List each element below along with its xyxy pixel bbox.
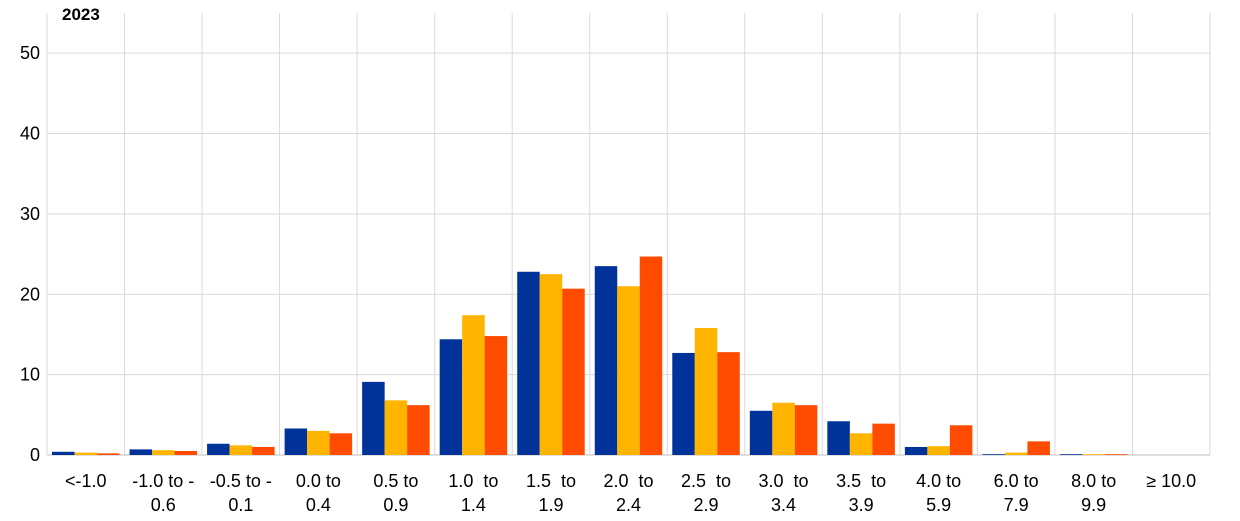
bar-s2-c1	[174, 450, 198, 455]
bar-s2-c10	[872, 423, 895, 455]
bar-s1-c13	[1082, 454, 1105, 455]
y-tick-label-5: 50	[20, 43, 40, 63]
bar-s2-c4	[407, 405, 430, 455]
bar-s0-c2	[207, 443, 230, 455]
bar-s2-c13	[1104, 454, 1128, 455]
bar-s1-c11	[927, 446, 950, 455]
x-axis-ticks: <-1.0 -1.0 to -0.6 -0.5 to -0.1 0.0 to 0.4 0.…	[65, 471, 1196, 515]
x-tick-label-12: 6.0 to 7.9	[994, 471, 1039, 515]
x-tick-label-11: 4.0 to 5.9	[916, 471, 961, 515]
bar-s1-c12	[1004, 452, 1028, 455]
bar-s1-c3	[307, 430, 330, 455]
x-tick-label-3: 0.0 to 0.4	[296, 471, 341, 515]
x-tick-label-6: 1.5 to 1.9	[526, 471, 576, 515]
bar-s2-c11	[949, 425, 973, 455]
bar-s0-c3	[284, 428, 308, 455]
x-tick-label-9: 3.0 to 3.4	[759, 471, 809, 515]
y-tick-label-4: 40	[20, 124, 40, 144]
y-tick-label-2: 20	[20, 284, 40, 304]
bar-s1-c7	[617, 286, 640, 455]
bars	[52, 256, 1128, 455]
x-tick-label-14: ≥ 10.0	[1146, 471, 1196, 491]
x-tick-label-4: 0.5 to 0.9	[373, 471, 418, 515]
bar-s0-c11	[904, 446, 928, 455]
bar-s2-c7	[639, 256, 663, 455]
bar-s1-c8	[694, 328, 718, 455]
bar-s0-c0	[52, 451, 75, 455]
x-tick-label-13: 8.0 to 9.9	[1071, 471, 1116, 515]
bar-s0-c10	[827, 421, 850, 455]
bar-s0-c13	[1059, 454, 1083, 455]
x-tick-label-5: 1.0 to 1.4	[448, 471, 498, 515]
bar-s2-c5	[484, 336, 508, 455]
bar-s0-c8	[672, 352, 695, 455]
x-tick-label-10: 3.5 to 3.9	[836, 471, 886, 515]
bar-s2-c2	[252, 446, 275, 455]
x-tick-label-2: -0.5 to -0.1	[210, 471, 272, 515]
y-tick-label-3: 30	[20, 204, 40, 224]
bar-s0-c4	[362, 381, 385, 455]
y-tick-label-0: 0	[30, 445, 40, 465]
bar-s0-c12	[982, 454, 1005, 455]
bar-s1-c10	[849, 433, 873, 455]
bar-s0-c6	[517, 271, 540, 455]
bar-s2-c3	[329, 433, 353, 455]
x-tick-label-7: 2.0 to 2.4	[603, 471, 653, 515]
bar-s0-c5	[439, 339, 463, 455]
bar-s1-c1	[152, 450, 175, 455]
bar-s0-c9	[749, 410, 773, 455]
bar-s2-c8	[717, 352, 740, 455]
bar-s1-c0	[74, 452, 98, 455]
bar-s1-c2	[229, 445, 253, 455]
bar-s2-c9	[794, 405, 818, 455]
bar-s0-c1	[129, 449, 153, 455]
bar-s1-c9	[772, 402, 795, 455]
bar-s2-c12	[1027, 441, 1050, 455]
x-tick-label-8: 2.5 to 2.9	[681, 471, 731, 515]
bar-s2-c6	[562, 288, 585, 455]
x-tick-label-0: <-1.0	[65, 471, 107, 491]
bar-s2-c0	[97, 453, 120, 455]
chart-title: 2023	[62, 5, 100, 24]
y-tick-label-1: 10	[20, 365, 40, 385]
bar-s0-c7	[594, 266, 618, 455]
y-axis-ticks: 0 10 20 30 40 50	[20, 43, 40, 465]
bar-s1-c5	[462, 315, 485, 455]
bar-s1-c4	[384, 400, 408, 455]
x-tick-label-1: -1.0 to -0.6	[132, 471, 194, 515]
bar-s1-c6	[539, 274, 563, 455]
